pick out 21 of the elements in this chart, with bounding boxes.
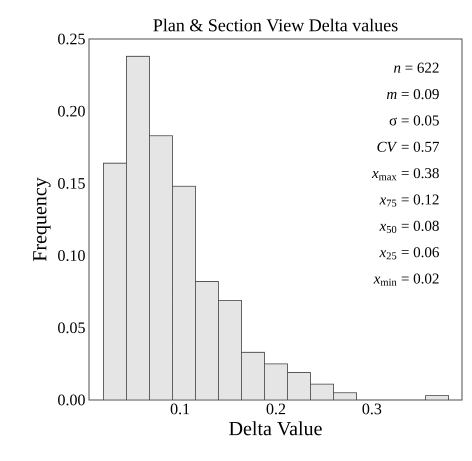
- annotation: x$_{75}$ = 0.12: [379, 194, 439, 207]
- annotation: m = 0.09: [386, 89, 439, 100]
- y-tick-label: 0.15: [58, 178, 85, 189]
- annotation: x$_{min}$ = 0.02: [374, 273, 439, 286]
- annotation: x$_{50}$ = 0.08: [379, 220, 439, 234]
- annotation: x$_{max}$ = 0.38: [372, 168, 439, 180]
- chart-title: Plan & Section View Delta values: [153, 18, 398, 32]
- y-tick-label: 0.05: [58, 322, 85, 334]
- y-tick-label: 0.25: [58, 34, 85, 44]
- y-tick-label: 0.20: [58, 106, 85, 117]
- annotation: n = 622: [394, 62, 439, 73]
- annotation: x$_{25}$ = 0.06: [379, 247, 439, 260]
- y-tick-label: 0.10: [58, 250, 85, 262]
- annotation: CV = 0.57: [377, 142, 439, 152]
- x-tick-label: 0.3: [362, 404, 382, 414]
- y-axis-title: Frequency: [33, 177, 51, 262]
- x-tick-label: 0.2: [266, 404, 286, 414]
- x-axis-title: Delta Value: [229, 421, 322, 436]
- annotation: σ = 0.05: [390, 115, 439, 126]
- y-tick-label: 0.00: [58, 394, 85, 406]
- x-tick-label: 0.1: [170, 404, 190, 414]
